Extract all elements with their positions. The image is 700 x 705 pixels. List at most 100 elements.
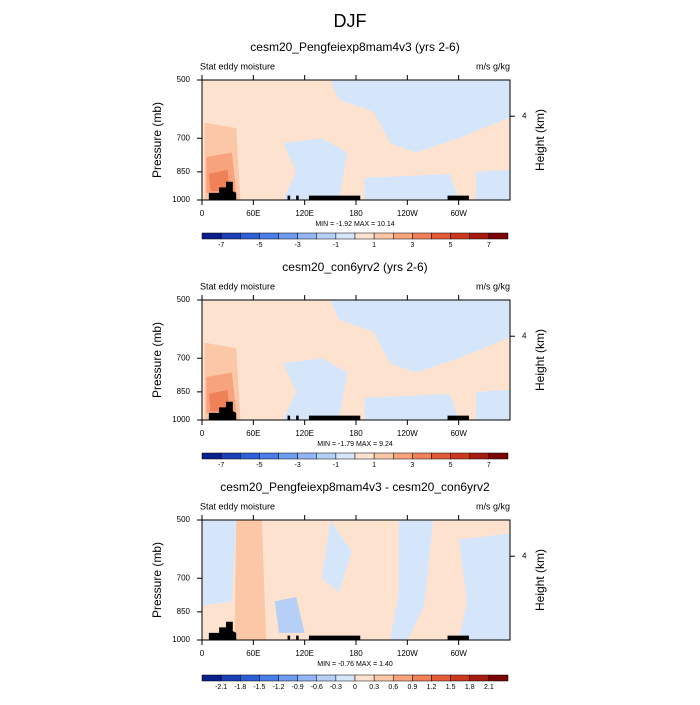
negative-region (283, 358, 348, 420)
y-tick-label: 1000 (172, 415, 190, 424)
topography (308, 635, 361, 640)
y-tick-label: 700 (177, 133, 191, 142)
colorbar-box (450, 452, 470, 460)
colorbar-box (201, 232, 222, 240)
colorbar-label: 1.5 (446, 684, 456, 691)
negative-region (283, 138, 348, 200)
colorbar-label: -3 (295, 462, 301, 469)
y2-axis-label: Height (km) (533, 329, 547, 391)
colorbar-box (412, 452, 432, 460)
x-tick-label: 180 (349, 649, 363, 658)
x-tick-label: 120E (295, 209, 314, 218)
x-tick-label: 60E (246, 649, 260, 658)
y-tick-label: 1000 (172, 195, 190, 204)
stats: MIN = -1.92 MAX = 10.14 (315, 221, 394, 228)
y-axis-label: Pressure (mb) (150, 542, 164, 618)
topography (208, 621, 237, 640)
colorbar-box (488, 232, 509, 240)
colorbar-box (488, 452, 509, 460)
colorbar-label: 1 (372, 462, 376, 469)
negative-region (321, 520, 352, 593)
x-tick-label: 120W (397, 649, 418, 658)
y-tick-label: 500 (177, 515, 191, 524)
topography (296, 635, 299, 640)
colorbar-label: -1.5 (253, 684, 265, 691)
colorbar-label: 3 (410, 242, 414, 249)
colorbar-box (393, 232, 413, 240)
colorbar-box (220, 232, 241, 240)
y-tick-label: 700 (177, 573, 191, 582)
negative-region (475, 169, 510, 200)
positive-region (208, 389, 230, 412)
colorbar-box (316, 452, 337, 460)
colorbar-box (259, 232, 279, 240)
colorbar-box (278, 452, 298, 460)
y-tick-label: 500 (177, 75, 191, 84)
figure-title: DJF (334, 11, 367, 31)
positive-region (234, 520, 267, 640)
x-tick-label: 0 (200, 209, 205, 218)
topography (208, 181, 237, 200)
topography (296, 195, 299, 200)
colorbar-box (354, 452, 375, 460)
colorbar-box (240, 452, 260, 460)
colorbar-box (450, 674, 470, 682)
x-tick-label: 0 (200, 429, 205, 438)
topography (287, 635, 291, 640)
colorbar-label: -0.6 (311, 684, 323, 691)
right-label: m/s g/kg (476, 61, 510, 71)
right-label: m/s g/kg (476, 281, 510, 291)
y-tick-label: 850 (177, 387, 191, 396)
right-label: m/s g/kg (476, 501, 510, 511)
colorbar-box (412, 674, 432, 682)
topography (208, 401, 237, 420)
colorbar-label: -1 (333, 462, 339, 469)
positive-region (208, 169, 230, 192)
x-tick-label: 60W (450, 209, 467, 218)
negative-region (364, 173, 459, 200)
colorbar-box (278, 674, 298, 682)
stats: MIN = -0.76 MAX = 1.40 (317, 661, 393, 668)
x-tick-label: 120W (397, 429, 418, 438)
colorbar-box (412, 232, 432, 240)
field (202, 520, 510, 640)
colorbar-label: -1.2 (272, 684, 284, 691)
colorbar-box (240, 232, 260, 240)
panel-title: cesm20_Pengfeiexp8mam4v3 (yrs 2-6) (250, 40, 459, 54)
negative-region (274, 596, 305, 633)
colorbar-box (431, 232, 451, 240)
colorbar-label: 7 (487, 242, 491, 249)
colorbar-box (259, 674, 279, 682)
negative-region (202, 520, 237, 606)
topography (296, 415, 299, 420)
colorbar-label: -3 (295, 242, 301, 249)
y-tick-label: 500 (177, 295, 191, 304)
colorbar-box (393, 674, 413, 682)
colorbar-box (469, 674, 490, 682)
colorbar-label: 3 (410, 462, 414, 469)
stats: MIN = -1.79 MAX = 9.24 (317, 441, 393, 448)
colorbar-label: -7 (218, 462, 224, 469)
colorbar-box (316, 232, 337, 240)
topography (447, 635, 469, 640)
colorbar-label: -0.9 (292, 684, 304, 691)
left-label: Stat eddy moisture (200, 61, 275, 71)
colorbar-box (316, 674, 337, 682)
negative-region (364, 393, 459, 420)
colorbar-box (335, 674, 356, 682)
colorbar-box (393, 452, 413, 460)
negative-region (458, 533, 510, 640)
x-tick-label: 60E (246, 209, 260, 218)
topography (308, 195, 361, 200)
topography (287, 415, 291, 420)
x-tick-label: 60E (246, 429, 260, 438)
colorbar-box (201, 674, 222, 682)
y-axis-label: Pressure (mb) (150, 322, 164, 398)
colorbar-label: -2.1 (215, 684, 227, 691)
x-tick-label: 60W (450, 429, 467, 438)
y-tick-label: 850 (177, 167, 191, 176)
colorbar-label: 1 (372, 242, 376, 249)
colorbar-box (469, 232, 490, 240)
colorbar-label: 1.2 (427, 684, 437, 691)
